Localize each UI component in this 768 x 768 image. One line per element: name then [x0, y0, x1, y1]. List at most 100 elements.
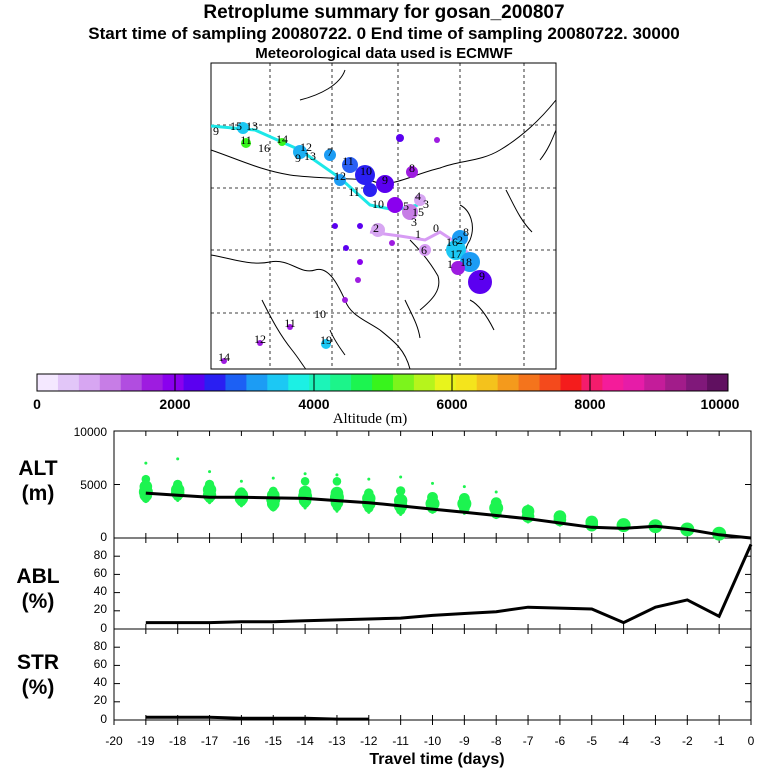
x-tick-label: -16	[233, 734, 251, 748]
trajectory-marker	[241, 138, 251, 148]
colorbar: 0 2000 4000 6000 8000 10000 Altitude (m)	[33, 373, 740, 427]
x-tick-label: -19	[137, 734, 155, 748]
map-day-label: 8	[463, 225, 469, 239]
abl-ytick: 0	[100, 621, 107, 635]
trajectory-marker	[376, 175, 394, 193]
colorbar-cell	[246, 374, 268, 391]
map-day-label: 14	[276, 132, 288, 146]
trajectory-marker	[406, 166, 418, 178]
trajectory-marker	[342, 157, 358, 173]
colorbar-tick: 8000	[574, 396, 605, 412]
trajectory-marker	[334, 174, 346, 186]
map-day-label: 16	[446, 235, 458, 249]
map-day-label: 11	[348, 185, 360, 199]
colorbar-cell	[267, 374, 289, 391]
colorbar-cell	[434, 374, 457, 391]
trajectory-marker	[293, 145, 307, 159]
colorbar-cell	[392, 374, 415, 391]
colorbar-cell	[99, 374, 122, 391]
x-tick-label: -2	[682, 734, 693, 748]
x-tick-labels: -20 -19 -18 -17 -16 -15 -14 -13 -12 -11 -10 -9 -8 -7-…	[105, 734, 754, 748]
alt-dot	[303, 472, 307, 476]
map-day-label: 14	[218, 350, 230, 364]
map-day-label: 13	[304, 149, 316, 163]
abl-ytick: 40	[94, 584, 108, 598]
sampling-time: Start time of sampling 20080722. 0 End t…	[88, 24, 680, 43]
x-tick-label: -5	[586, 734, 597, 748]
colorbar-cell	[141, 374, 164, 391]
alt-label: ALT	[18, 457, 57, 480]
colorbar-cell	[476, 374, 499, 391]
x-tick-label: -7	[523, 734, 534, 748]
x-tick-label: -1	[714, 734, 725, 748]
str-label: STR	[17, 651, 59, 674]
trajectory-marker	[221, 358, 227, 364]
str-unit: (%)	[22, 676, 55, 699]
colorbar-cell	[707, 374, 729, 391]
x-tick-label: -14	[296, 734, 314, 748]
map-day-label: 5	[403, 199, 409, 213]
trajectory-marker	[468, 270, 492, 294]
abl-series-line	[145, 543, 753, 625]
map-day-label: 19	[320, 333, 332, 347]
map-day-label: 9	[382, 173, 388, 187]
trajectory-marker	[321, 339, 331, 349]
colorbar-cell	[330, 374, 352, 391]
colorbar-cell	[204, 374, 226, 391]
panel-frames	[113, 430, 752, 721]
colorbar-tick: 10000	[701, 396, 740, 412]
x-axis-label: Travel time (days)	[369, 751, 504, 768]
alt-dot	[399, 475, 403, 479]
map-day-label: 2	[373, 221, 379, 235]
map-day-label: 15	[412, 205, 424, 219]
map-day-label: 3	[423, 197, 429, 211]
trajectory-marker	[332, 223, 338, 229]
colorbar-cells	[37, 374, 729, 391]
x-tick-label: -20	[105, 734, 123, 748]
trajectory-marker	[460, 252, 480, 272]
x-tick-label: -12	[360, 734, 378, 748]
x-tick-label: -8	[491, 734, 502, 748]
colorbar-tick: 0	[33, 396, 41, 412]
trajectory-marker	[419, 244, 431, 256]
colorbar-cell	[644, 374, 666, 391]
abl-ytick: 20	[94, 602, 108, 616]
colorbar-cell	[539, 374, 561, 391]
colorbar-cell	[120, 374, 143, 391]
colorbar-cell	[686, 374, 708, 391]
abl-unit: (%)	[22, 590, 55, 613]
alt-dot	[144, 500, 148, 504]
alt-dot	[431, 481, 434, 485]
alt-dot	[332, 502, 342, 512]
x-tick-label: -10	[424, 734, 442, 748]
met-data-note: Meteorological data used is ECMWF	[255, 45, 513, 62]
alt-dot	[144, 461, 148, 465]
alt-dot	[271, 476, 275, 480]
str-ytick: 0	[100, 712, 107, 726]
abl-ytick: 60	[94, 566, 108, 580]
map-day-label: 11	[284, 316, 296, 330]
alt-dot	[300, 476, 310, 486]
alt-dot	[176, 457, 180, 461]
map-day-label: 18	[460, 255, 472, 269]
x-tick-label: -3	[650, 734, 661, 748]
alt-dot	[300, 499, 310, 509]
colorbar-cell	[183, 374, 206, 391]
colorbar-cell	[225, 374, 247, 391]
map-day-label: 8	[409, 161, 415, 175]
colorbar-cell	[57, 374, 80, 391]
colorbar-frame	[36, 373, 729, 392]
map-day-label: 9	[479, 269, 485, 283]
alt-series-line	[145, 491, 752, 540]
trajectory-marker	[278, 138, 286, 146]
colorbar-tick: 4000	[298, 396, 329, 412]
colorbar-tick: 2000	[159, 396, 190, 412]
str-ytick: 20	[94, 693, 108, 707]
map-day-label: 12	[300, 140, 312, 154]
x-tick-label: -13	[328, 734, 346, 748]
map-day-label: 10	[372, 197, 384, 211]
alt-dot	[526, 520, 530, 524]
colorbar-cell	[665, 374, 687, 391]
map-day-label: 7	[327, 145, 333, 159]
colorbar-cell	[309, 374, 331, 391]
